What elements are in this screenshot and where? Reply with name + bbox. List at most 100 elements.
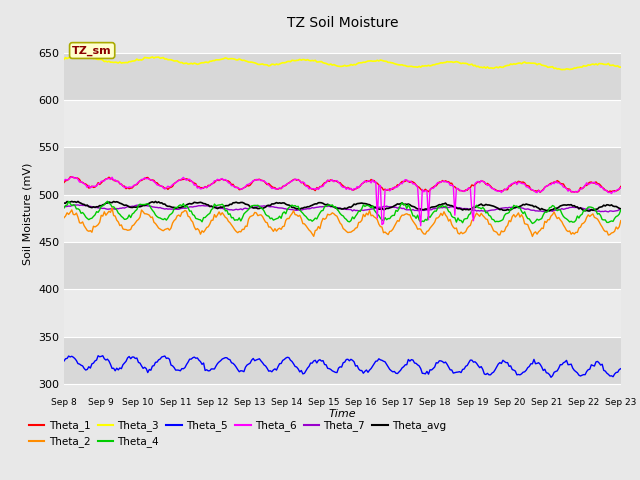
Theta_5 bbox=[94, 353, 102, 359]
Theta_avg bbox=[68, 199, 76, 204]
Theta_avg bbox=[228, 202, 236, 207]
Bar bbox=[64, 100, 621, 147]
Theta_1 bbox=[228, 182, 236, 188]
Theta_2 bbox=[617, 218, 625, 224]
Theta_1 bbox=[130, 183, 138, 189]
Theta_2 bbox=[60, 215, 68, 221]
Y-axis label: Soil Moisture (mV): Soil Moisture (mV) bbox=[22, 162, 33, 265]
Theta_3 bbox=[60, 56, 68, 62]
Theta_1 bbox=[617, 183, 625, 189]
Line: Theta_5: Theta_5 bbox=[64, 356, 621, 377]
Legend: Theta_1, Theta_2, Theta_3, Theta_4, Theta_5, Theta_6, Theta_7, Theta_avg: Theta_1, Theta_2, Theta_3, Theta_4, Thet… bbox=[25, 416, 451, 451]
Theta_5 bbox=[228, 360, 236, 366]
Theta_2 bbox=[529, 234, 536, 240]
Theta_3 bbox=[305, 58, 313, 63]
Theta_3 bbox=[255, 61, 263, 67]
Theta_avg bbox=[60, 200, 68, 206]
Theta_4 bbox=[617, 207, 625, 213]
Bar bbox=[64, 337, 621, 384]
Theta_avg bbox=[305, 204, 313, 210]
Theta_4 bbox=[60, 205, 68, 211]
Theta_1 bbox=[536, 190, 544, 195]
Theta_2 bbox=[589, 211, 596, 217]
Theta_4 bbox=[589, 205, 596, 211]
Theta_2 bbox=[130, 222, 138, 228]
Theta_1 bbox=[305, 184, 313, 190]
Theta_1 bbox=[246, 182, 254, 188]
Theta_7 bbox=[617, 207, 625, 213]
Theta_6 bbox=[589, 180, 596, 185]
Theta_7 bbox=[305, 206, 313, 212]
Bar bbox=[64, 242, 621, 289]
Line: Theta_3: Theta_3 bbox=[64, 56, 621, 70]
Theta_6 bbox=[246, 180, 254, 186]
Theta_7 bbox=[71, 202, 79, 208]
Text: TZ_sm: TZ_sm bbox=[72, 46, 112, 56]
Theta_1 bbox=[60, 180, 68, 185]
Line: Theta_6: Theta_6 bbox=[64, 177, 621, 226]
Theta_5 bbox=[547, 374, 555, 380]
Theta_3 bbox=[246, 59, 254, 65]
Line: Theta_7: Theta_7 bbox=[64, 205, 621, 212]
Theta_3 bbox=[558, 67, 566, 72]
Theta_6 bbox=[68, 174, 76, 180]
Theta_7 bbox=[543, 209, 550, 215]
Bar bbox=[64, 289, 621, 337]
Theta_5 bbox=[589, 362, 596, 368]
Theta_3 bbox=[130, 58, 138, 64]
Theta_2 bbox=[228, 222, 236, 228]
Theta_4 bbox=[104, 198, 111, 204]
Line: Theta_4: Theta_4 bbox=[64, 201, 621, 224]
Theta_3 bbox=[589, 61, 596, 67]
Theta_7 bbox=[246, 205, 254, 211]
Bar bbox=[64, 195, 621, 242]
Theta_avg bbox=[255, 205, 263, 211]
Bar bbox=[64, 52, 621, 100]
Theta_6 bbox=[617, 185, 625, 191]
Theta_4 bbox=[529, 221, 536, 227]
Theta_avg bbox=[617, 206, 625, 212]
Theta_1 bbox=[255, 177, 263, 182]
Theta_2 bbox=[108, 205, 116, 211]
Theta_5 bbox=[617, 366, 625, 372]
Theta_7 bbox=[228, 207, 236, 213]
Theta_4 bbox=[228, 215, 236, 221]
Theta_6 bbox=[130, 182, 138, 188]
Theta_6 bbox=[255, 177, 263, 182]
Theta_4 bbox=[305, 217, 313, 223]
Theta_2 bbox=[255, 212, 263, 218]
Theta_7 bbox=[255, 204, 263, 209]
Line: Theta_1: Theta_1 bbox=[64, 177, 621, 192]
Theta_3 bbox=[77, 53, 85, 59]
Theta_4 bbox=[255, 204, 263, 209]
Theta_5 bbox=[305, 363, 313, 369]
Theta_2 bbox=[246, 214, 254, 219]
Theta_7 bbox=[60, 204, 68, 210]
Theta_avg bbox=[246, 204, 254, 210]
Theta_3 bbox=[617, 64, 625, 70]
Theta_avg bbox=[584, 208, 592, 214]
Theta_5 bbox=[246, 360, 254, 366]
Bar bbox=[64, 147, 621, 195]
Title: TZ Soil Moisture: TZ Soil Moisture bbox=[287, 16, 398, 30]
Theta_5 bbox=[130, 354, 138, 360]
Theta_avg bbox=[130, 204, 138, 210]
Theta_5 bbox=[255, 356, 263, 361]
Theta_4 bbox=[246, 204, 254, 210]
Line: Theta_2: Theta_2 bbox=[64, 208, 621, 237]
Line: Theta_avg: Theta_avg bbox=[64, 202, 621, 211]
Theta_3 bbox=[228, 56, 236, 61]
X-axis label: Time: Time bbox=[328, 409, 356, 419]
Theta_1 bbox=[589, 180, 596, 186]
Theta_6 bbox=[228, 183, 236, 189]
Theta_6 bbox=[60, 178, 68, 183]
Theta_1 bbox=[68, 174, 76, 180]
Theta_4 bbox=[130, 210, 138, 216]
Theta_7 bbox=[130, 204, 138, 209]
Theta_avg bbox=[589, 207, 596, 213]
Theta_6 bbox=[305, 186, 313, 192]
Theta_5 bbox=[60, 358, 68, 364]
Theta_7 bbox=[589, 207, 596, 213]
Theta_2 bbox=[305, 227, 313, 233]
Theta_6 bbox=[417, 223, 424, 228]
